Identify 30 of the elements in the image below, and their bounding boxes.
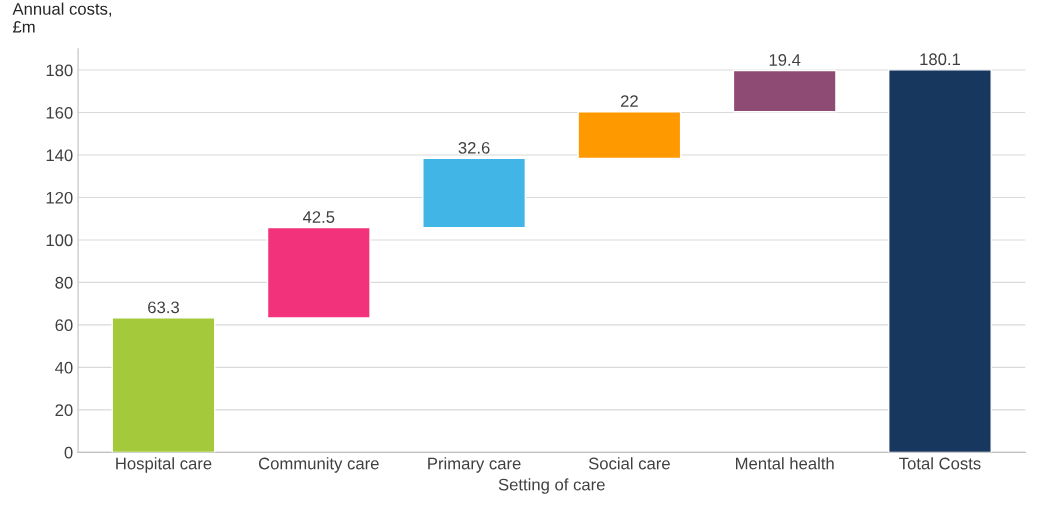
bar: [577, 110, 682, 160]
data-label: 19.4: [769, 54, 801, 66]
y-tick-label: 40: [55, 361, 73, 374]
y-tick-label: 100: [46, 234, 73, 247]
y-tick-label: 60: [55, 319, 73, 332]
data-label: 42.5: [302, 211, 335, 223]
x-axis-title: Setting of care: [498, 478, 605, 494]
bar: [266, 226, 371, 319]
x-tick-label: Total Costs: [899, 457, 981, 470]
y-tick-label: 0: [64, 446, 73, 459]
y-axis-title: Annual costs, £m: [12, 2, 112, 33]
y-tick-label: 80: [55, 276, 73, 289]
y-tick-label: 120: [46, 191, 73, 204]
data-label: 22: [620, 95, 638, 107]
y-tick-label: 20: [55, 404, 73, 417]
data-label: 180.1: [920, 53, 961, 66]
x-tick-label: Mental health: [736, 457, 834, 470]
y-tick-label: 140: [46, 149, 73, 162]
data-label: 63.3: [148, 301, 179, 314]
x-tick-label: Community care: [258, 457, 379, 473]
y-tick-label: 180: [46, 64, 73, 77]
x-tick-label: Hospital care: [116, 457, 212, 473]
bar: [111, 317, 216, 453]
data-label: 32.6: [458, 141, 490, 154]
y-tick-label: 160: [46, 106, 73, 119]
x-tick-label: Primary care: [428, 457, 521, 473]
bar: [732, 69, 837, 113]
x-tick-label: Social care: [588, 457, 670, 470]
bar: [422, 157, 527, 229]
bar: [888, 69, 992, 453]
